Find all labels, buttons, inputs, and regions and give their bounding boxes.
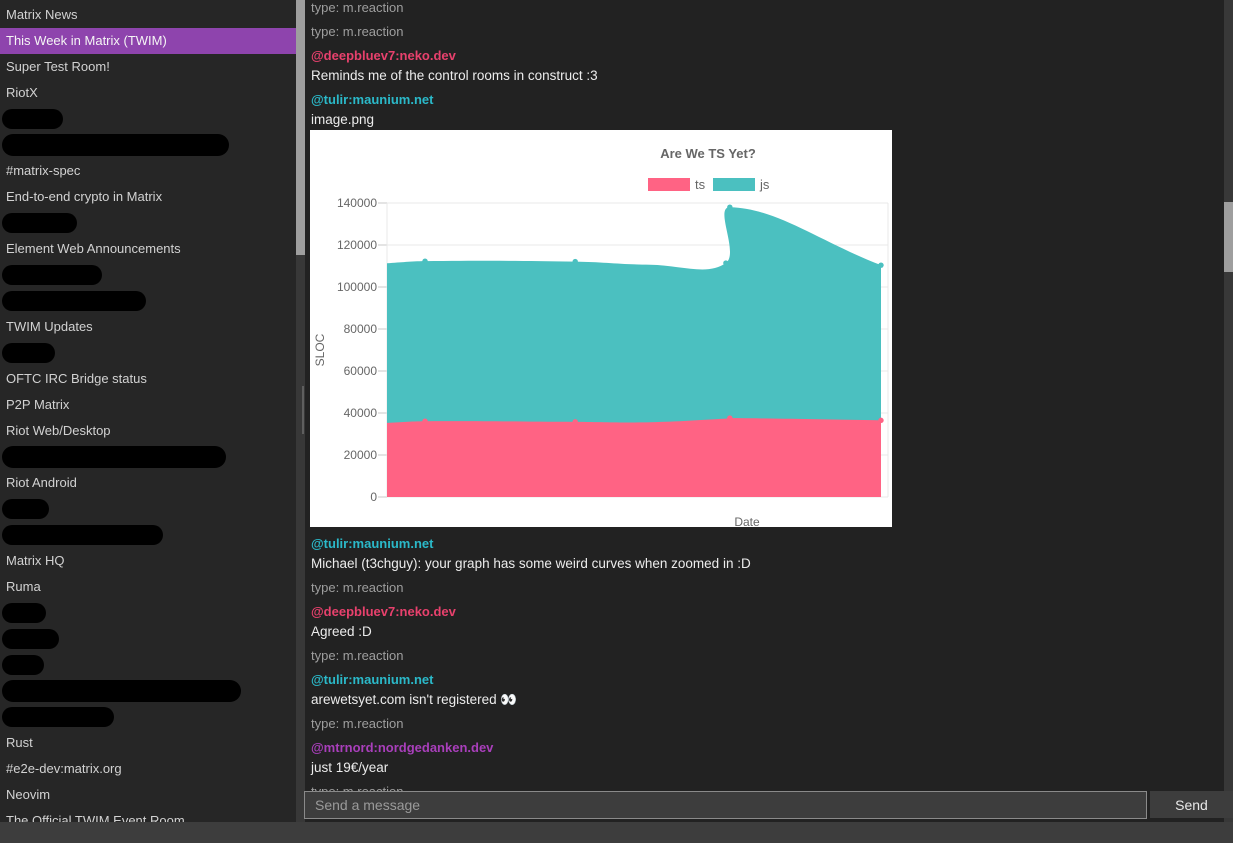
sidebar-room-redacted[interactable] [2, 603, 46, 623]
sidebar-room[interactable]: End-to-end crypto in Matrix [6, 189, 163, 204]
svg-text:0: 0 [370, 490, 377, 504]
sidebar-room[interactable]: Rust [6, 735, 33, 750]
sidebar-room-redacted[interactable] [2, 134, 229, 156]
sidebar-room-redacted[interactable] [2, 446, 226, 468]
sidebar-room[interactable]: RiotX [6, 85, 38, 100]
message-sender: @deepbluev7:neko.dev [311, 604, 456, 619]
svg-text:20000: 20000 [344, 448, 378, 462]
sidebar-room-redacted[interactable] [2, 213, 77, 233]
sidebar-room-selected[interactable]: This Week in Matrix (TWIM) [0, 28, 296, 54]
sidebar-room-redacted[interactable] [2, 525, 163, 545]
message-sender: @deepbluev7:neko.dev [311, 48, 456, 63]
sidebar-room[interactable]: TWIM Updates [6, 319, 93, 334]
room-list-sidebar: Matrix News This Week in Matrix (TWIM) Sup… [0, 0, 296, 822]
sidebar-room[interactable]: #matrix-spec [6, 163, 81, 178]
sidebar-scrollbar-thumb[interactable] [296, 0, 305, 255]
message-text: Reminds me of the control rooms in const… [311, 68, 598, 83]
svg-text:120000: 120000 [337, 238, 377, 252]
svg-text:SLOC: SLOC [313, 333, 327, 366]
bottom-bar [0, 822, 1233, 843]
sidebar-room-redacted[interactable] [2, 629, 59, 649]
event-type-meta: type: m.reaction [311, 0, 404, 15]
message-text: Agreed :D [311, 624, 372, 639]
sidebar-room-redacted[interactable] [2, 291, 146, 311]
svg-text:Are We TS Yet?: Are We TS Yet? [660, 146, 756, 161]
event-type-meta: type: m.reaction [311, 716, 404, 731]
sidebar-room-redacted[interactable] [2, 265, 102, 285]
message-text: image.png [311, 112, 375, 127]
sidebar-room-redacted[interactable] [2, 680, 241, 702]
sidebar-room[interactable]: P2P Matrix [6, 397, 70, 412]
message-text: Michael (t3chguy): your graph has some w… [311, 556, 751, 571]
svg-text:ts: ts [695, 177, 706, 192]
svg-text:js: js [759, 177, 770, 192]
timeline-scrollbar-thumb[interactable] [1224, 202, 1233, 272]
svg-text:Date: Date [734, 515, 760, 527]
event-type-meta: type: m.reaction [311, 24, 404, 39]
sidebar-room-redacted[interactable] [2, 499, 49, 519]
message-text: arewetsyet.com isn't registered 👀 [311, 692, 518, 707]
svg-text:60000: 60000 [344, 364, 378, 378]
sidebar-room-redacted[interactable] [2, 707, 114, 727]
message-sender: @mtrnord:nordgedanken.dev [311, 740, 494, 755]
svg-text:100000: 100000 [337, 280, 377, 294]
sidebar-room[interactable]: Matrix HQ [6, 553, 65, 568]
pane-divider-grip[interactable] [302, 386, 304, 434]
svg-text:40000: 40000 [344, 406, 378, 420]
chart-image-attachment[interactable]: 0 20000 40000 60000 80000 100000 120000 140000 A… [310, 130, 892, 529]
sidebar-room[interactable]: Neovim [6, 787, 51, 802]
sidebar-room[interactable]: Super Test Room! [6, 59, 110, 74]
sidebar-room[interactable]: Element Web Announcements [6, 241, 181, 256]
event-type-meta: type: m.reaction [311, 580, 404, 595]
sidebar-room[interactable]: Riot Android [6, 475, 77, 490]
sidebar-room-redacted[interactable] [2, 109, 63, 129]
sidebar-room[interactable]: Ruma [6, 579, 41, 594]
sidebar-room[interactable]: Matrix News [6, 7, 78, 22]
svg-text:80000: 80000 [344, 322, 378, 336]
sidebar-scrollbar[interactable] [296, 0, 305, 843]
sidebar-room-redacted[interactable] [2, 343, 55, 363]
message-sender: @tulir:maunium.net [311, 672, 434, 687]
message-input[interactable] [304, 791, 1147, 819]
sidebar-room[interactable]: Riot Web/Desktop [6, 423, 111, 438]
message-sender: @tulir:maunium.net [311, 92, 434, 107]
message-text: just 19€/year [311, 760, 389, 775]
sidebar-room[interactable]: The Official TWIM Event Room [6, 813, 185, 822]
message-sender: @tulir:maunium.net [311, 536, 434, 551]
svg-text:140000: 140000 [337, 196, 377, 210]
sidebar-room-redacted[interactable] [2, 655, 44, 675]
send-button[interactable]: Send [1150, 791, 1233, 818]
event-type-meta: type: m.reaction [311, 648, 404, 663]
sidebar-room[interactable]: OFTC IRC Bridge status [6, 371, 147, 386]
timeline-scrollbar[interactable] [1224, 0, 1233, 843]
sidebar-room[interactable]: #e2e-dev:matrix.org [6, 761, 122, 776]
